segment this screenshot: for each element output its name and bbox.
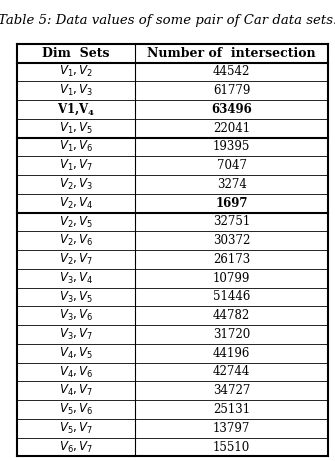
Text: $V_3,V_5$: $V_3,V_5$	[59, 290, 93, 305]
Text: 61779: 61779	[213, 84, 250, 97]
Text: $V_2,V_6$: $V_2,V_6$	[59, 233, 93, 248]
Text: $V_3,V_7$: $V_3,V_7$	[59, 327, 93, 342]
Text: 26173: 26173	[213, 253, 250, 266]
Text: Number of  intersection: Number of intersection	[147, 47, 316, 59]
Text: 7047: 7047	[217, 159, 247, 172]
Text: $V_3,V_6$: $V_3,V_6$	[59, 308, 93, 323]
Text: 63496: 63496	[211, 103, 252, 116]
Text: 42744: 42744	[213, 366, 250, 378]
Text: 44542: 44542	[213, 65, 250, 78]
Text: $V_2,V_5$: $V_2,V_5$	[59, 214, 93, 230]
Text: 15510: 15510	[213, 441, 250, 454]
Text: V1,$\mathregular{V_4}$: V1,$\mathregular{V_4}$	[57, 102, 95, 117]
Text: $V_5,V_7$: $V_5,V_7$	[59, 421, 93, 436]
Text: 44782: 44782	[213, 309, 250, 322]
Text: 31720: 31720	[213, 328, 250, 341]
Text: 30372: 30372	[213, 234, 250, 247]
Text: 10799: 10799	[213, 272, 250, 285]
Text: $V_1,V_6$: $V_1,V_6$	[59, 139, 93, 154]
Text: 13797: 13797	[213, 422, 250, 435]
Text: $V_1,V_3$: $V_1,V_3$	[59, 83, 93, 98]
Text: $V_5,V_6$: $V_5,V_6$	[59, 402, 93, 417]
Text: $V_1,V_2$: $V_1,V_2$	[59, 65, 93, 79]
Text: Table 5: Data values of some pair of Car data sets.: Table 5: Data values of some pair of Car…	[0, 14, 335, 27]
Text: $V_1,V_5$: $V_1,V_5$	[59, 121, 93, 136]
Text: 1697: 1697	[215, 197, 248, 210]
Text: 44196: 44196	[213, 347, 250, 360]
Text: $V_1,V_7$: $V_1,V_7$	[59, 158, 93, 173]
Text: 19395: 19395	[213, 141, 250, 154]
Text: $V_2,V_4$: $V_2,V_4$	[59, 195, 93, 211]
Text: $V_6,V_7$: $V_6,V_7$	[59, 439, 93, 455]
Text: 51446: 51446	[213, 290, 250, 303]
Text: $V_4,V_7$: $V_4,V_7$	[59, 383, 93, 398]
Text: 25131: 25131	[213, 403, 250, 416]
Text: $V_4,V_5$: $V_4,V_5$	[59, 346, 93, 361]
Text: Dim  Sets: Dim Sets	[42, 47, 110, 59]
Text: $V_3,V_4$: $V_3,V_4$	[59, 271, 93, 286]
Text: 32751: 32751	[213, 215, 250, 229]
Text: $V_2,V_7$: $V_2,V_7$	[59, 252, 93, 267]
Text: $V_2,V_3$: $V_2,V_3$	[59, 177, 93, 192]
Text: 34727: 34727	[213, 384, 250, 397]
Text: $V_4,V_6$: $V_4,V_6$	[59, 365, 93, 379]
Text: 3274: 3274	[217, 178, 247, 191]
Text: 22041: 22041	[213, 122, 250, 135]
